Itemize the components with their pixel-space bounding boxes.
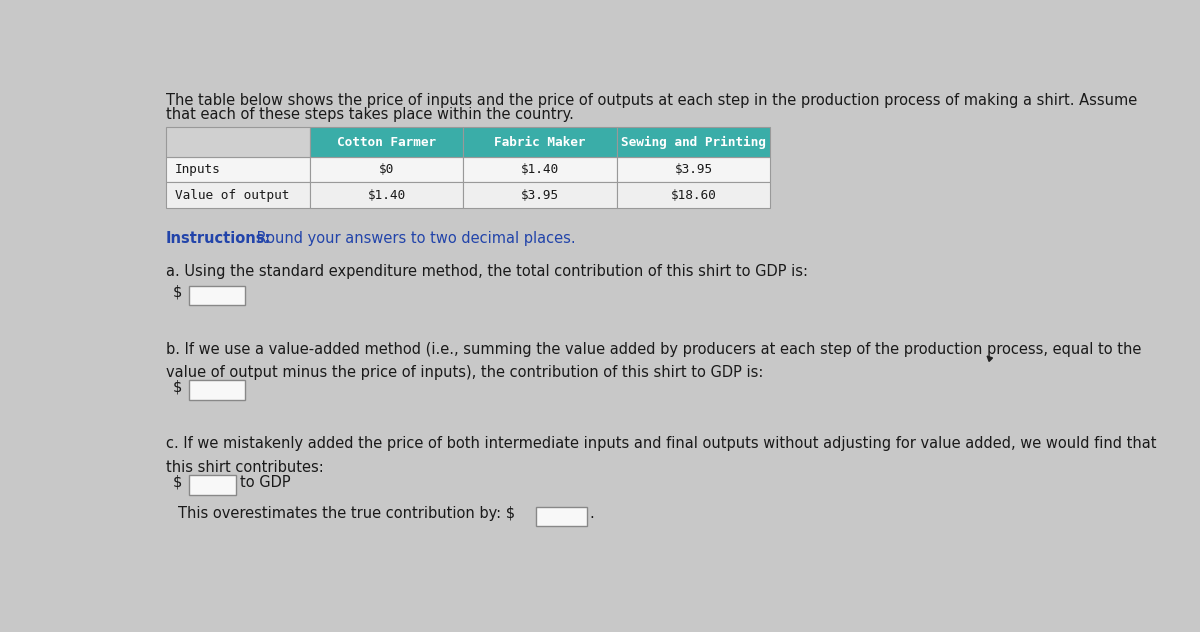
Text: $1.40: $1.40: [521, 163, 559, 176]
Bar: [463, 157, 617, 183]
Bar: [166, 127, 310, 157]
Bar: [166, 157, 310, 183]
Text: that each of these steps takes place within the country.: that each of these steps takes place wit…: [166, 107, 574, 123]
Text: $: $: [173, 475, 182, 490]
Text: Sewing and Printing: Sewing and Printing: [622, 135, 766, 149]
Text: $: $: [173, 380, 182, 395]
Text: The table below shows the price of inputs and the price of outputs at each step : The table below shows the price of input…: [166, 93, 1138, 108]
Text: .: .: [589, 506, 594, 521]
Text: Round your answers to two decimal places.: Round your answers to two decimal places…: [252, 231, 576, 246]
Text: This overestimates the true contribution by: $: This overestimates the true contribution…: [178, 506, 515, 521]
Bar: [190, 286, 245, 305]
Text: Instructions:: Instructions:: [166, 231, 271, 246]
Text: $0: $0: [379, 163, 395, 176]
Bar: [463, 183, 617, 208]
Text: $18.60: $18.60: [671, 188, 716, 202]
Text: value of output minus the price of inputs), the contribution of this shirt to GD: value of output minus the price of input…: [166, 365, 763, 380]
Text: a. Using the standard expenditure method, the total contribution of this shirt t: a. Using the standard expenditure method…: [166, 264, 808, 279]
Text: c. If we mistakenly added the price of both intermediate inputs and final output: c. If we mistakenly added the price of b…: [166, 437, 1157, 451]
Bar: [617, 127, 770, 157]
Text: $3.95: $3.95: [674, 163, 713, 176]
Text: to GDP: to GDP: [240, 475, 290, 490]
Text: b. If we use a value-added method (i.e., summing the value added by producers at: b. If we use a value-added method (i.e.,…: [166, 341, 1141, 356]
Bar: [617, 157, 770, 183]
Text: Inputs: Inputs: [175, 163, 221, 176]
Bar: [463, 127, 617, 157]
Bar: [166, 183, 310, 208]
Bar: [190, 475, 235, 495]
Text: $: $: [173, 285, 182, 300]
Bar: [310, 127, 463, 157]
Text: $3.95: $3.95: [521, 188, 559, 202]
Text: this shirt contributes:: this shirt contributes:: [166, 460, 324, 475]
Bar: [536, 507, 587, 526]
Text: Fabric Maker: Fabric Maker: [494, 135, 586, 149]
Text: Cotton Farmer: Cotton Farmer: [337, 135, 437, 149]
Bar: [617, 183, 770, 208]
Bar: [310, 157, 463, 183]
Bar: [190, 380, 245, 400]
Text: $1.40: $1.40: [367, 188, 406, 202]
Text: Value of output: Value of output: [175, 188, 289, 202]
Bar: [310, 183, 463, 208]
